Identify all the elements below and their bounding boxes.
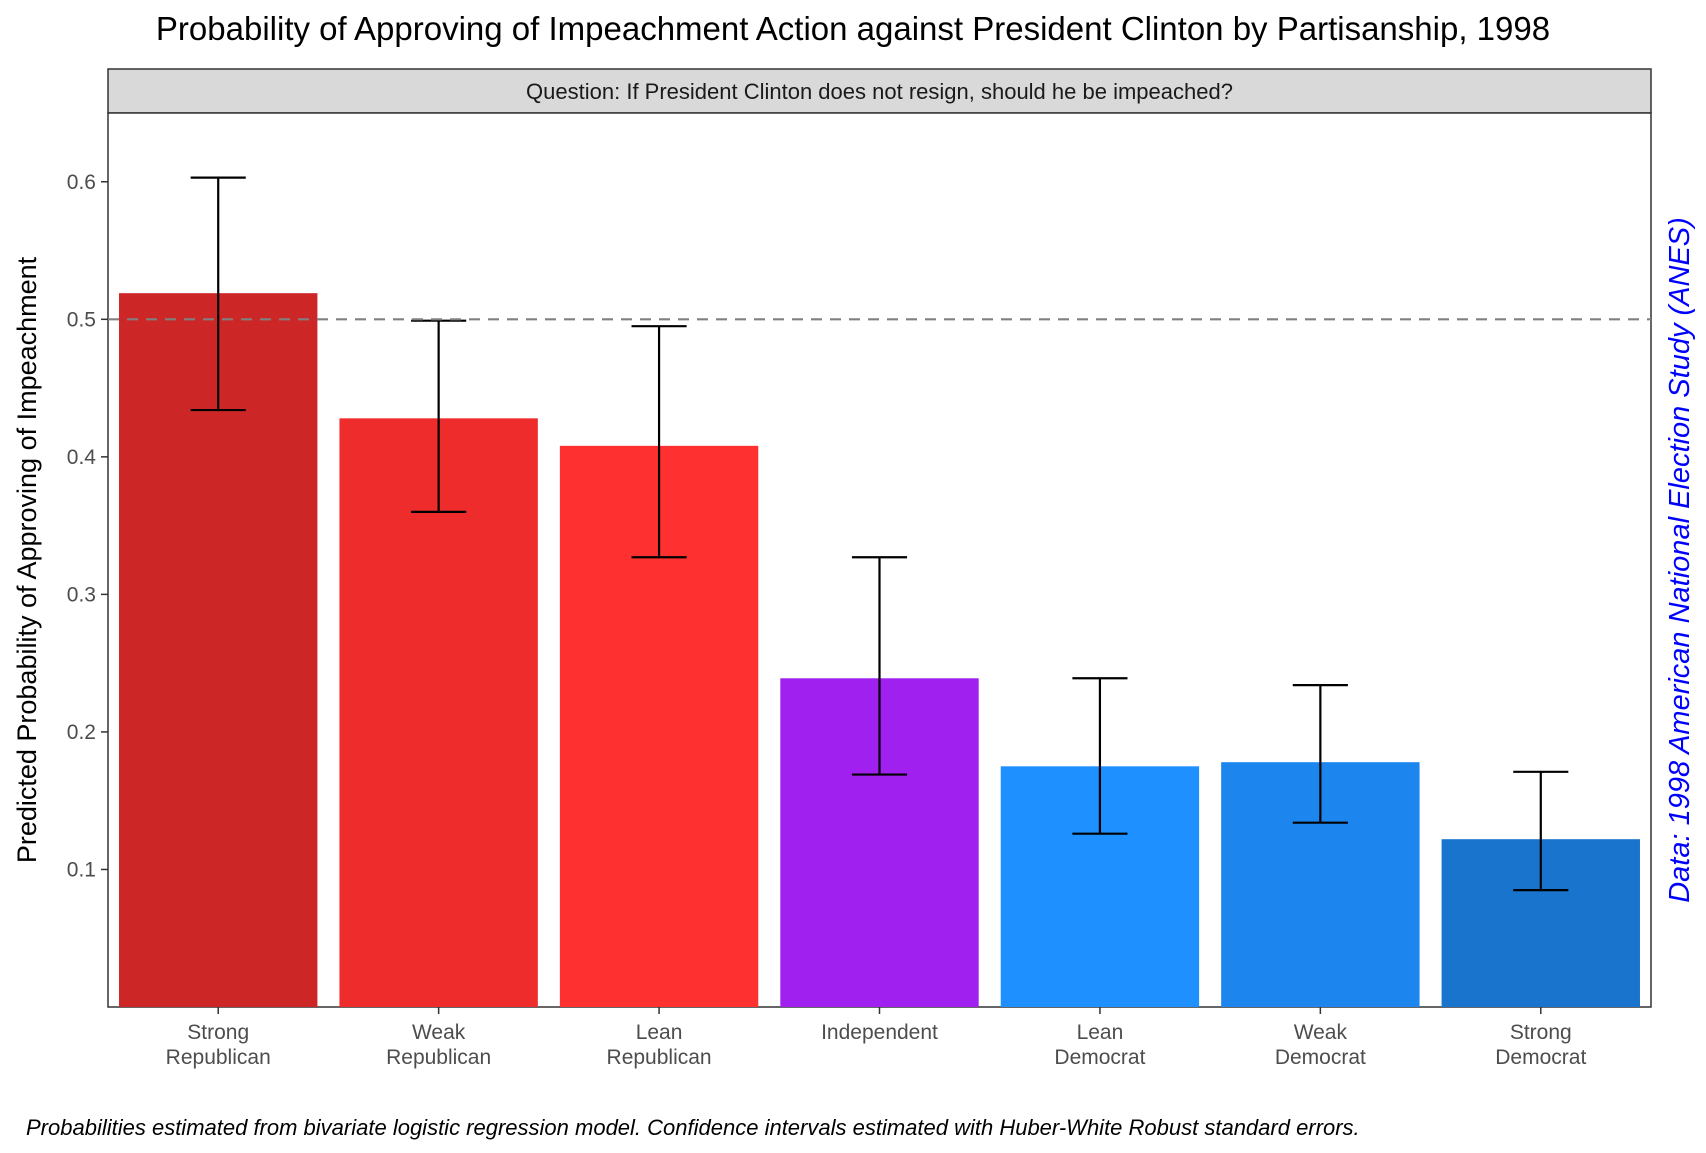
x-tick-label: Lean [636, 1021, 683, 1044]
error-bar [1292, 684, 1348, 824]
error-bar [411, 319, 467, 513]
bars-group [119, 293, 1640, 1007]
y-tick-label: 0.5 [67, 308, 96, 331]
x-tick-label: Weak [1294, 1021, 1348, 1044]
error-bars-group [190, 176, 1569, 892]
x-tick-label: Democrat [1495, 1046, 1586, 1069]
error-bar [1513, 770, 1569, 892]
y-tick-label: 0.1 [67, 858, 96, 881]
error-bar [190, 176, 246, 412]
bar [339, 418, 538, 1007]
y-axis-title: Predicted Probability of Approving of Im… [12, 256, 42, 863]
error-bar [1072, 677, 1128, 835]
x-tick-label: Strong [1510, 1021, 1572, 1044]
y-tick-label: 0.2 [67, 721, 96, 744]
x-tick-label: Lean [1077, 1021, 1124, 1044]
x-tick-label: Republican [166, 1046, 271, 1069]
x-tick-label: Strong [187, 1021, 249, 1044]
y-axis: 0.1 0.2 0.3 0.4 0.5 0.6 [67, 171, 108, 881]
source-note: Data: 1998 American National Election St… [1664, 217, 1696, 903]
chart-title: Probability of Approving of Impeachment … [156, 10, 1550, 47]
y-tick-label: 0.6 [67, 171, 96, 194]
facet-label: Question: If President Clinton does not … [526, 79, 1233, 104]
y-tick-label: 0.3 [67, 583, 96, 606]
error-bar [851, 556, 908, 776]
bar [119, 293, 318, 1007]
x-tick-label: Republican [386, 1046, 491, 1069]
error-bar [631, 325, 687, 559]
facet-strip [107, 68, 1652, 114]
x-tick-label: Weak [412, 1021, 466, 1044]
x-tick-label: Republican [607, 1046, 712, 1069]
y-tick-label: 0.4 [67, 446, 97, 469]
x-tick-label: Independent [821, 1021, 938, 1044]
x-axis: StrongRepublicanWeakRepublicanLeanRepubl… [166, 1007, 1586, 1069]
caption: Probabilities estimated from bivariate l… [26, 1115, 1360, 1140]
x-tick-label: Democrat [1054, 1046, 1145, 1069]
x-tick-label: Democrat [1275, 1046, 1366, 1069]
